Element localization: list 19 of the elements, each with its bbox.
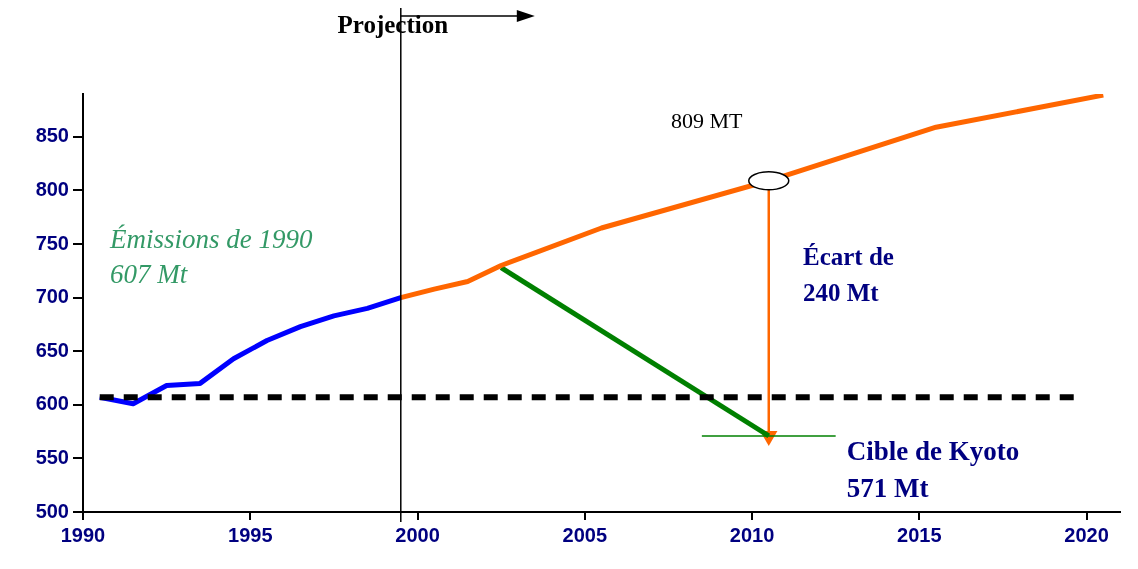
y-tick-label: 600 xyxy=(35,392,69,415)
x-tick-label: 2005 xyxy=(562,523,608,546)
y-tick-label: 800 xyxy=(35,177,69,200)
y-tick-label: 550 xyxy=(35,445,69,468)
x-tick-label: 2015 xyxy=(897,523,942,546)
annotation: 809 MT xyxy=(671,108,744,133)
y-tick-label: 750 xyxy=(35,231,69,254)
y-tick-label: 650 xyxy=(35,338,69,361)
x-tick-label: 2020 xyxy=(1064,523,1109,546)
y-tick-label: 500 xyxy=(35,499,69,522)
annotation: Écart de 240 Mt xyxy=(803,243,894,306)
x-tick-label: 1990 xyxy=(60,523,106,546)
x-tick-label: 1995 xyxy=(228,523,273,546)
y-tick-label: 850 xyxy=(35,124,69,147)
x-tick-label: 2010 xyxy=(729,523,775,546)
y-tick-label: 700 xyxy=(35,285,69,308)
annotation: Émissions de 1990 607 Mt xyxy=(109,224,313,289)
annotation: Cible de Kyoto 571 Mt xyxy=(846,435,1020,503)
x-tick-label: 2000 xyxy=(395,523,440,546)
